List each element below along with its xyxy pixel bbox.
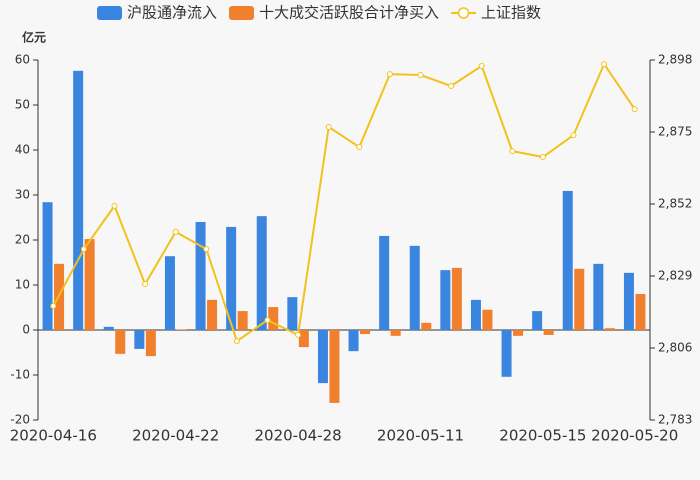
y-axis-label: 亿元 <box>22 30 46 45</box>
bar <box>470 299 481 330</box>
x-tick-label: 2020-04-28 <box>255 427 342 445</box>
x-tick-label: 2020-04-22 <box>132 427 219 445</box>
line <box>52 61 636 343</box>
bar <box>440 270 451 330</box>
x-tick-label: 2020-05-11 <box>377 427 464 445</box>
line-point <box>50 303 57 310</box>
x-tick-label: 2020-04-16 <box>10 427 97 445</box>
legend-label: 沪股通净流入 <box>127 4 217 22</box>
legend-swatch <box>229 6 255 20</box>
bar <box>409 245 420 330</box>
bar <box>268 307 279 330</box>
line-point <box>142 281 149 288</box>
y-tick-label: -20 <box>10 413 30 427</box>
y2-tick-label: 2,806 <box>658 341 692 355</box>
line-point <box>631 106 638 113</box>
line-point <box>601 61 608 68</box>
y2-tick-label: 2,875 <box>658 125 692 139</box>
line-point <box>233 338 240 345</box>
bar <box>84 239 95 330</box>
bar <box>237 311 248 330</box>
bar <box>360 330 371 335</box>
line-point <box>386 71 393 78</box>
bar <box>451 267 462 330</box>
y2-tick-label: 2,829 <box>658 269 692 283</box>
bar <box>73 70 84 331</box>
bar <box>501 330 512 377</box>
legend-swatch <box>457 7 470 19</box>
bar <box>115 330 126 354</box>
bar <box>164 256 175 330</box>
y-tick-label: 40 <box>15 143 30 157</box>
legend-swatch <box>97 6 122 20</box>
bar <box>562 190 573 330</box>
line-point <box>80 246 87 253</box>
bar <box>623 272 634 330</box>
bar <box>574 268 585 330</box>
line-point <box>295 331 302 338</box>
y-tick-label: 0 <box>22 323 30 337</box>
bar <box>329 330 340 403</box>
line-point <box>417 72 424 79</box>
y2-tick-label: 2,783 <box>658 413 692 427</box>
bar <box>635 294 646 330</box>
bar <box>226 226 237 330</box>
line-point <box>264 317 271 324</box>
y-tick-label: 10 <box>15 278 30 292</box>
y-tick-label: -10 <box>10 368 30 382</box>
y2-tick-label: 2,898 <box>658 53 692 67</box>
bar <box>532 311 543 330</box>
line-point <box>172 228 179 235</box>
bar <box>287 297 298 330</box>
line-point <box>509 148 516 155</box>
bar <box>145 330 156 357</box>
line-point <box>539 154 546 161</box>
bar <box>134 330 145 349</box>
legend-label: 上证指数 <box>481 4 541 22</box>
bar <box>207 299 218 330</box>
x-tick-label: 2020-05-15 <box>499 427 586 445</box>
bar <box>348 330 359 352</box>
line-point <box>478 62 485 69</box>
line-point <box>570 132 577 139</box>
bar <box>593 263 604 330</box>
y-tick-label: 30 <box>15 188 30 202</box>
bar <box>390 330 401 336</box>
y-tick-label: 20 <box>15 233 30 247</box>
bar <box>482 309 493 330</box>
bar <box>421 322 432 330</box>
bar <box>317 330 328 384</box>
line-point <box>111 202 118 209</box>
y-tick-label: 50 <box>15 98 30 112</box>
bar <box>195 222 206 330</box>
bar <box>103 326 114 330</box>
bar <box>543 330 554 335</box>
bar <box>379 235 390 330</box>
y2-tick-label: 2,852 <box>658 197 692 211</box>
bar <box>256 216 267 330</box>
bar <box>298 330 309 348</box>
bar <box>513 330 524 336</box>
line-point <box>448 82 455 89</box>
bar <box>604 328 615 330</box>
x-tick-label: 2020-05-20 <box>591 427 678 445</box>
line-point <box>356 144 363 151</box>
line-point <box>203 246 210 253</box>
line-point <box>325 123 332 130</box>
legend-label: 十大成交活跃股合计净买入 <box>259 4 439 22</box>
y-tick-label: 60 <box>15 53 30 67</box>
bar <box>42 202 53 330</box>
